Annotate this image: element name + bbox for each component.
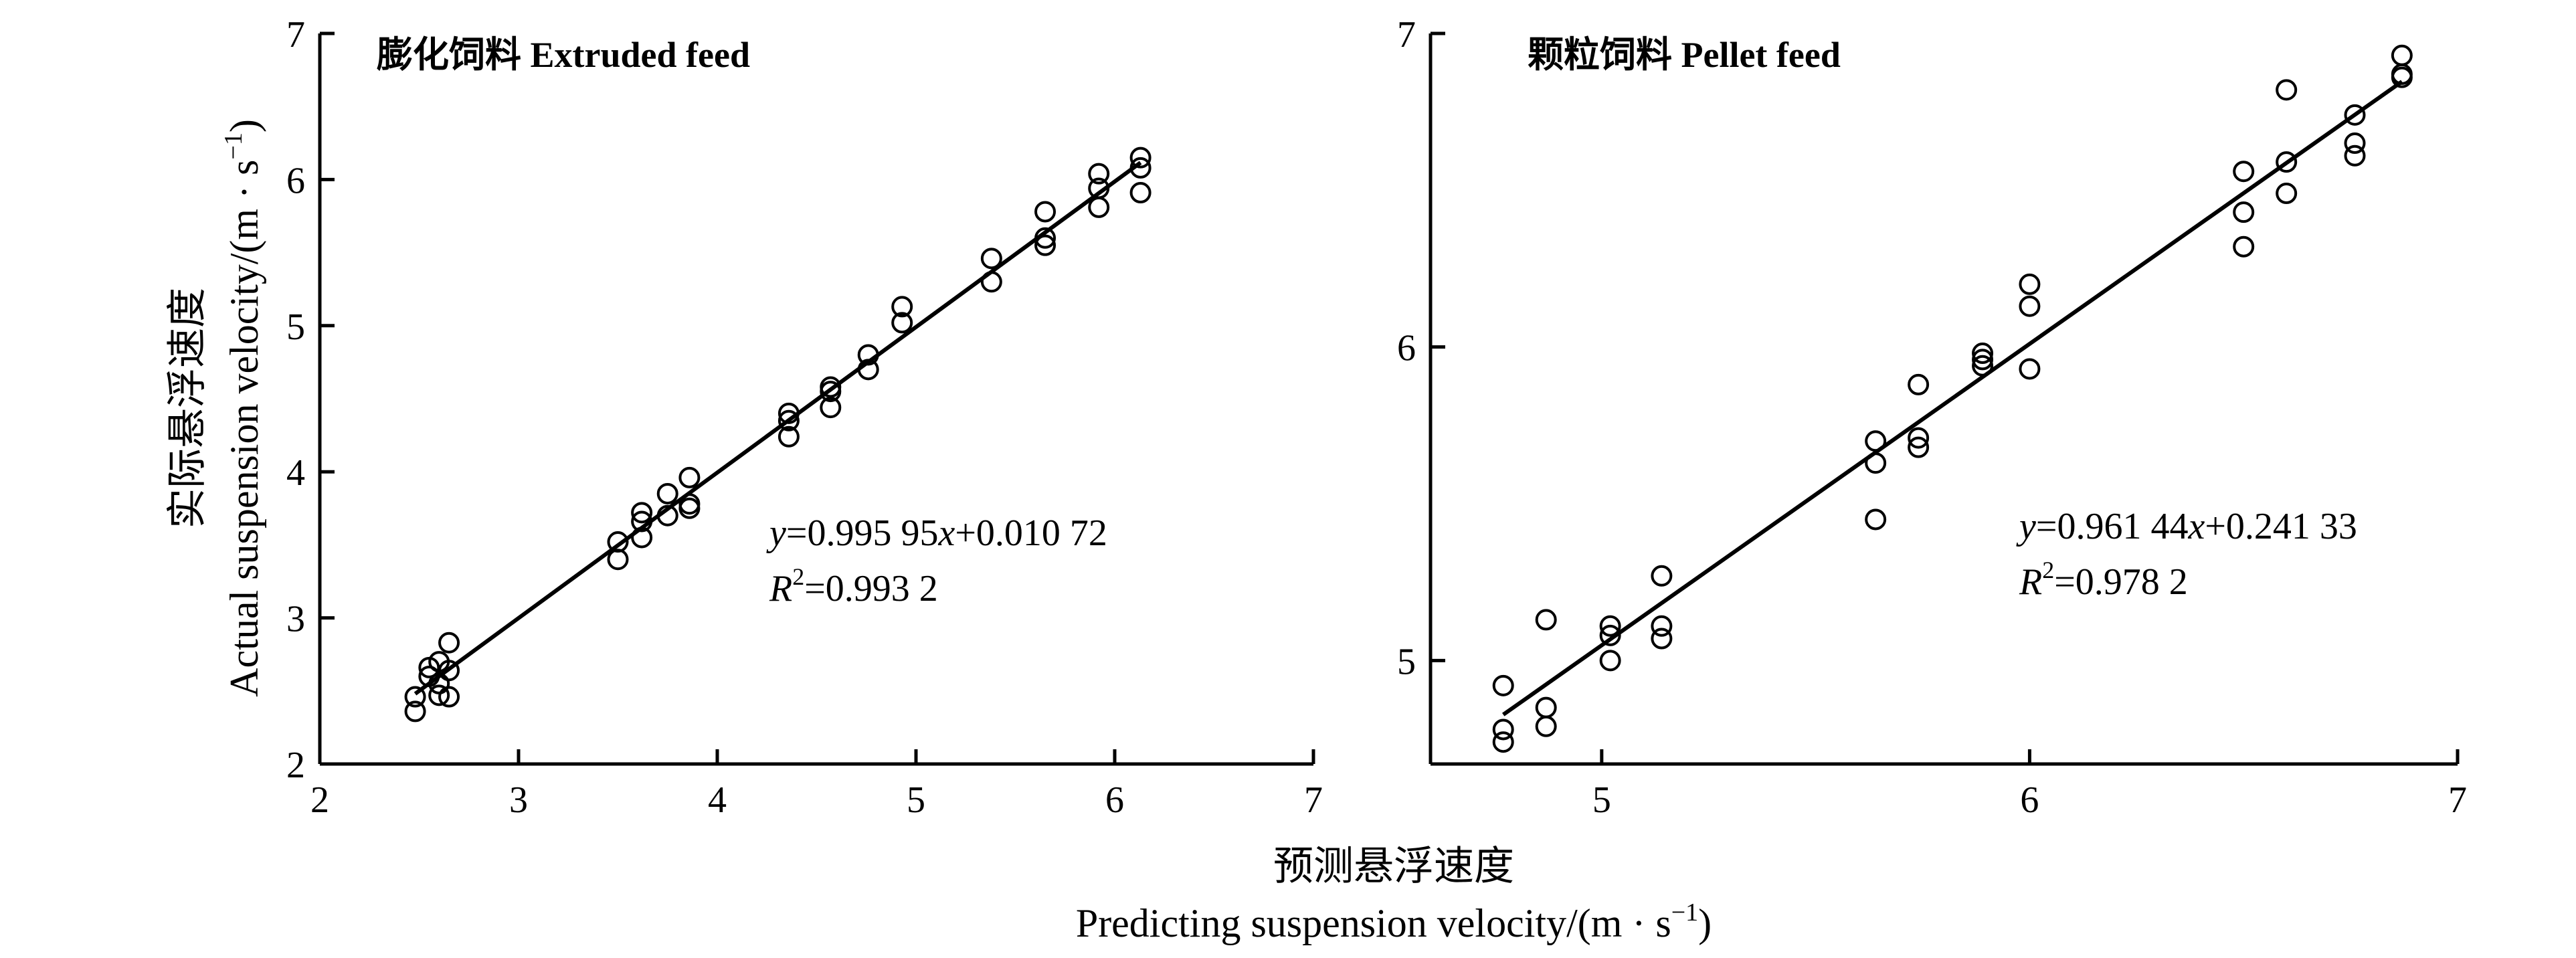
pellet-panel-title: 颗粒饲料 Pellet feed <box>1528 35 1841 75</box>
y-axis-title-chinese: 实际悬浮速度 <box>165 288 209 529</box>
pellet-fit-line <box>1502 80 2403 716</box>
extruded-data-point-7 <box>438 632 460 654</box>
pellet-data-point-32 <box>2344 145 2366 167</box>
x-axis-title-english: Predicting suspension velocity/(m · s−1) <box>1076 898 1712 945</box>
extruded-y-tick-label: 4 <box>286 452 305 494</box>
extruded-y-tick-label: 3 <box>286 599 305 640</box>
extruded-data-point-40 <box>1129 182 1152 204</box>
extruded-panel-title: 膨化饲料 Extruded feed <box>377 35 750 75</box>
pellet-data-point-26 <box>2233 235 2255 258</box>
extruded-x-tick-label: 5 <box>907 779 925 821</box>
extruded-data-point-30 <box>980 248 1002 270</box>
pellet-feed-panel: 5 6 7 5 6 7 颗粒饲料 Pellet feed y=0.961 44x+0.2… <box>1397 14 2467 821</box>
extruded-data-point-21 <box>777 409 800 432</box>
extruded-data-points <box>404 147 1152 723</box>
extruded-data-point-15 <box>656 482 678 504</box>
pellet-data-point-17 <box>1908 436 1930 458</box>
pellet-data-point-18 <box>1972 343 1994 365</box>
extruded-data-point-12 <box>631 502 653 524</box>
extruded-x-tick-label: 3 <box>509 779 528 821</box>
pellet-data-point-19 <box>1972 349 1994 371</box>
extruded-data-point-34 <box>1034 234 1056 256</box>
extruded-y-tick-label: 2 <box>286 745 305 786</box>
pellet-data-point-2 <box>1492 731 1514 753</box>
extruded-feed-panel: 2 3 4 5 6 7 2 3 4 5 6 7 膨化饲料 Extruded feed y=0.995… <box>286 14 1323 821</box>
extruded-data-point-28 <box>891 296 913 318</box>
pellet-data-point-14 <box>1865 508 1887 531</box>
pellet-data-point-22 <box>2019 295 2041 317</box>
extruded-data-point-37 <box>1088 196 1110 218</box>
pellet-regression-equation: y=0.961 44x+0.241 33 <box>2016 506 2357 547</box>
pellet-data-point-27 <box>2276 79 2298 101</box>
extruded-y-ticks: 2 3 4 5 6 7 <box>286 14 335 786</box>
pellet-data-point-33 <box>2391 44 2413 66</box>
pellet-y-tick-label: 5 <box>1397 641 1416 682</box>
extruded-data-point-22 <box>777 425 800 448</box>
extruded-data-point-11 <box>607 549 629 571</box>
pellet-y-tick-label: 7 <box>1397 14 1416 56</box>
pellet-data-point-23 <box>2019 358 2041 380</box>
pellet-data-point-5 <box>1535 715 1557 737</box>
x-axis-title-chinese: 预测悬浮速度 <box>1273 844 1514 888</box>
pellet-x-ticks: 5 6 7 <box>1592 749 2467 821</box>
pellet-data-point-24 <box>2233 161 2255 183</box>
pellet-data-point-16 <box>1908 427 1930 449</box>
pellet-x-tick-label: 6 <box>2020 779 2039 821</box>
extruded-x-tick-label: 2 <box>310 779 329 821</box>
extruded-x-tick-label: 6 <box>1105 779 1124 821</box>
extruded-x-ticks: 2 3 4 5 6 7 <box>310 749 1323 821</box>
extruded-data-point-24 <box>820 381 842 403</box>
pellet-data-point-29 <box>2276 183 2298 205</box>
pellet-x-tick-label: 7 <box>2448 779 2467 821</box>
pellet-data-point-30 <box>2344 104 2366 126</box>
y-axis-title-english: Actual suspension velocity/(m · s−1) <box>219 119 266 697</box>
extruded-data-point-6 <box>428 684 450 706</box>
pellet-data-point-15 <box>1908 373 1930 395</box>
extruded-data-point-19 <box>678 497 701 519</box>
extruded-data-point-32 <box>1034 201 1056 223</box>
extruded-data-point-1 <box>404 700 426 723</box>
extruded-regression-equation: y=0.995 95x+0.010 72 <box>766 512 1107 554</box>
pellet-data-point-8 <box>1599 650 1621 672</box>
extruded-x-tick-label: 7 <box>1304 779 1323 821</box>
pellet-data-point-6 <box>1599 615 1621 637</box>
extruded-data-point-8 <box>438 660 460 682</box>
extruded-data-point-35 <box>1088 163 1110 185</box>
pellet-data-point-7 <box>1599 624 1621 646</box>
extruded-y-tick-label: 5 <box>286 306 305 348</box>
pellet-r-squared: R2=0.978 2 <box>2019 557 2188 603</box>
pellet-data-point-28 <box>2276 151 2298 173</box>
pellet-data-point-9 <box>1651 565 1673 587</box>
pellet-data-point-3 <box>1535 609 1557 631</box>
pellet-data-point-35 <box>2391 66 2413 88</box>
extruded-r-squared: R2=0.993 2 <box>769 563 938 609</box>
extruded-data-point-38 <box>1129 147 1152 169</box>
extruded-data-point-29 <box>891 312 913 334</box>
pellet-data-points <box>1492 44 2413 753</box>
extruded-data-point-25 <box>820 397 842 419</box>
extruded-data-point-17 <box>678 466 701 488</box>
extruded-fit-line <box>413 161 1142 696</box>
pellet-data-point-21 <box>2019 273 2041 295</box>
extruded-x-tick-label: 4 <box>708 779 727 821</box>
pellet-data-point-25 <box>2233 201 2255 223</box>
pellet-data-point-11 <box>1651 628 1673 650</box>
pellet-data-point-0 <box>1492 674 1514 696</box>
pellet-y-ticks: 5 6 7 <box>1397 14 1445 682</box>
pellet-data-point-10 <box>1651 615 1673 637</box>
pellet-y-tick-label: 6 <box>1397 328 1416 369</box>
pellet-data-point-31 <box>2344 132 2366 155</box>
extruded-data-point-0 <box>404 686 426 708</box>
pellet-x-tick-label: 5 <box>1592 779 1611 821</box>
pellet-data-point-4 <box>1535 696 1557 718</box>
extruded-data-point-9 <box>438 686 460 708</box>
extruded-y-tick-label: 6 <box>286 160 305 201</box>
extruded-y-tick-label: 7 <box>286 14 305 56</box>
pellet-data-point-1 <box>1492 718 1514 741</box>
